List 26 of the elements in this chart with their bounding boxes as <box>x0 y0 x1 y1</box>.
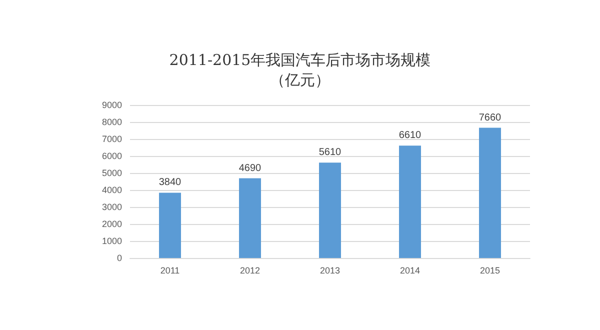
bar <box>159 192 181 258</box>
data-label: 5610 <box>318 147 342 158</box>
chart-title: 2011-2015年我国汽车后市场市场规模（亿元） <box>169 51 431 89</box>
y-tick-label: 9000 <box>102 100 122 110</box>
x-tick-label: 2014 <box>400 266 420 276</box>
y-tick-label: 6000 <box>102 151 122 161</box>
data-label: 4690 <box>238 162 262 174</box>
y-tick-label: 4000 <box>102 185 122 195</box>
y-tick-label: 1000 <box>102 236 122 246</box>
data-label: 3840 <box>158 177 182 188</box>
y-tick-label: 2000 <box>102 219 122 229</box>
bar <box>399 146 421 258</box>
data-label: 6610 <box>398 130 422 142</box>
data-label: 7660 <box>478 112 502 124</box>
y-tick-label: 3000 <box>102 202 122 212</box>
y-tick-label: 7000 <box>102 134 122 144</box>
y-tick-label: 8000 <box>102 117 122 127</box>
bar <box>319 162 341 258</box>
x-tick-label: 2015 <box>480 266 500 276</box>
x-tick-label: 2011 <box>160 266 180 276</box>
x-tick-label: 2012 <box>240 266 260 276</box>
y-tick-label: 5000 <box>102 168 122 178</box>
x-tick-label: 2013 <box>320 266 340 276</box>
y-tick-label: 0 <box>116 253 122 263</box>
bar <box>239 178 261 258</box>
bar <box>479 128 501 258</box>
